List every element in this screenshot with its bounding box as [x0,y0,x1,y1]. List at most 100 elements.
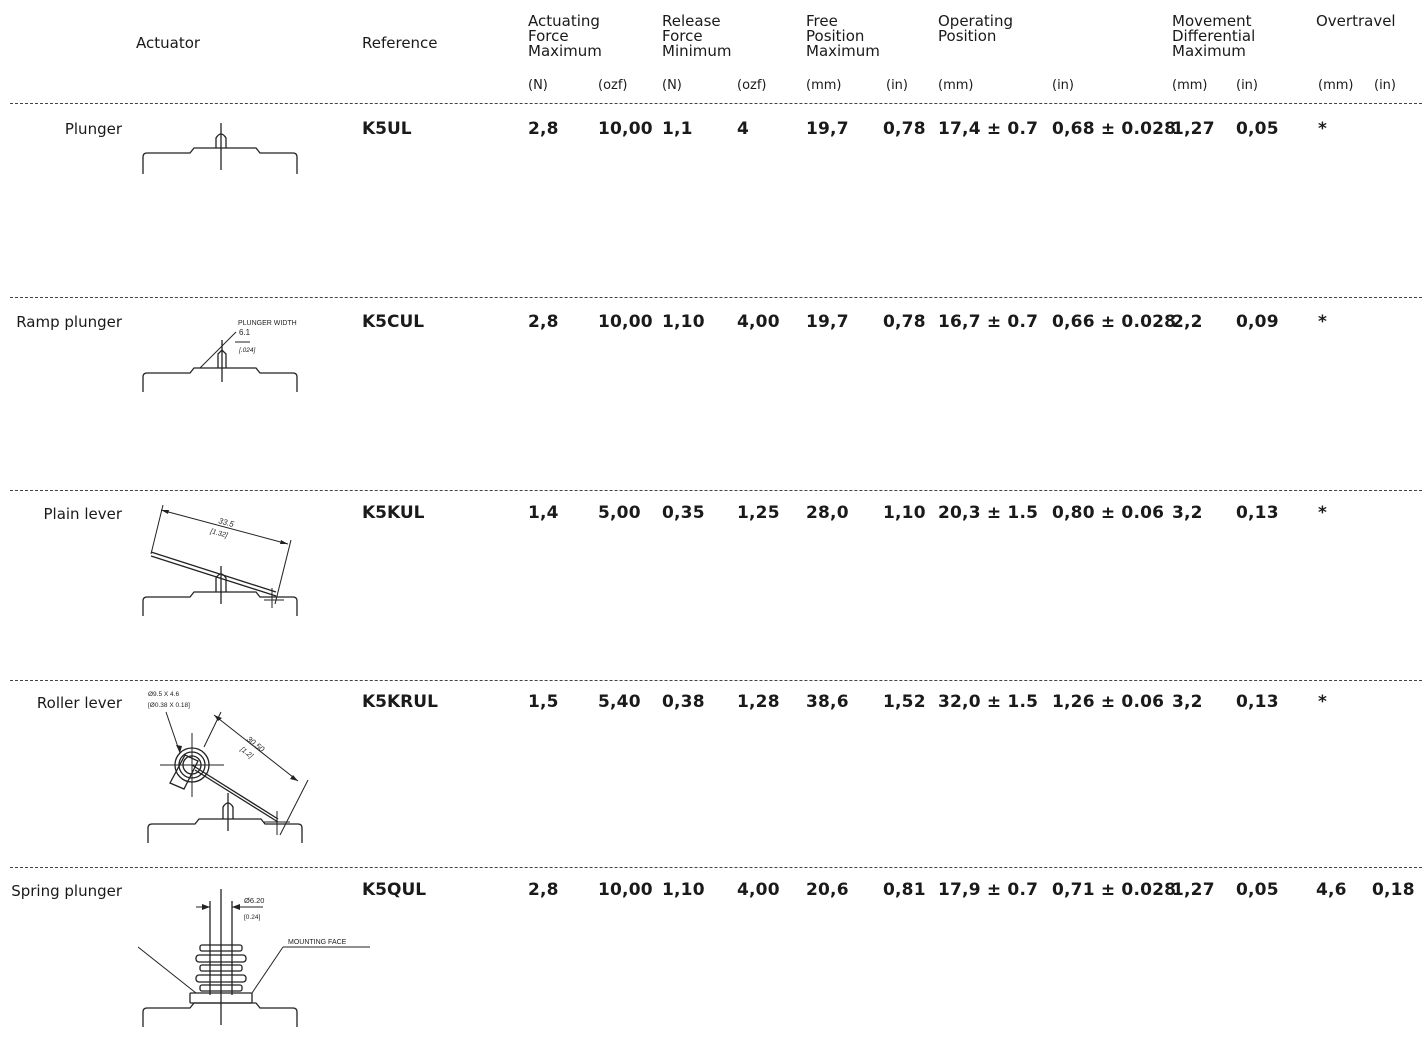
op-in: 0,66 ± 0.028 [1052,312,1177,332]
spring-dia: Ø6.20 [244,896,264,905]
rel-ozf: 4,00 [737,312,780,332]
lever-dim-in: [1.32] [209,528,230,540]
free-in: 0,78 [883,119,926,139]
md-mm: 1,27 [1172,119,1215,139]
ot-mm: * [1318,692,1328,712]
ramp-dim: 6.1 [239,328,251,337]
unit-act-ozf: (ozf) [598,78,628,93]
rel-n: 1,10 [662,312,705,332]
actuator-name: Roller lever [36,694,122,712]
md-in: 0,09 [1236,312,1279,332]
spring-dia-in: [0.24] [244,914,260,921]
lever-dim: 33.5 [217,516,235,529]
roller-lever-drawing: Ø9.5 X 4.6 [Ø0.38 X 0.18] 30.50 [1.2] [147,691,309,843]
act-ozf: 10,00 [598,880,653,900]
op-mm: 17,4 ± 0.7 [938,119,1039,139]
plain-lever-drawing: 33.5 [1.32] [142,504,298,616]
ot-mm: * [1318,312,1328,332]
free-mm: 19,7 [806,119,849,139]
act-n: 1,4 [528,503,559,523]
header-actuator: Actuator [136,34,201,52]
spring-plunger-drawing: Ø6.20 [0.24] MOUNTING FACE [138,889,370,1027]
rel-ozf: 4 [737,119,750,139]
ot-in: 0,18 [1372,880,1415,900]
act-n: 1,5 [528,692,559,712]
unit-md-mm: (mm) [1172,78,1208,93]
row-separator [10,490,1422,491]
rel-n: 0,38 [662,692,705,712]
op-mm: 17,9 ± 0.7 [938,880,1039,900]
ot-mm: * [1318,503,1328,523]
rel-ozf: 4,00 [737,880,780,900]
rel-ozf: 1,28 [737,692,780,712]
op-in: 1,26 ± 0.06 [1052,692,1165,712]
md-mm: 3,2 [1172,692,1203,712]
header-movement-differential: Movement Differential Maximum [1172,12,1256,60]
md-in: 0,13 [1236,503,1279,523]
free-in: 0,78 [883,312,926,332]
actuator-name: Ramp plunger [16,313,122,331]
act-ozf: 10,00 [598,119,653,139]
row-separator [10,680,1422,681]
act-n: 2,8 [528,312,559,332]
header-operating-position: Operating Position [938,12,1013,45]
reference-code: K5UL [362,119,412,139]
unit-rel-ozf: (ozf) [737,78,767,93]
rel-ozf: 1,25 [737,503,780,523]
op-in: 0,80 ± 0.06 [1052,503,1165,523]
actuator-name: Plunger [64,120,122,138]
unit-free-mm: (mm) [806,78,842,93]
reference-code: K5QUL [362,880,427,900]
ramp-dim-in: [.024] [238,347,255,354]
row-separator [10,297,1422,298]
reference-code: K5KRUL [362,692,438,712]
free-mm: 28,0 [806,503,849,523]
free-in: 1,52 [883,692,926,712]
header-actuating-force: Actuating Force Maximum [528,12,602,60]
act-n: 2,8 [528,880,559,900]
ramp-plunger-drawing: PLUNGER WIDTH 6.1 [.024] [142,320,298,392]
row-separator [10,103,1422,104]
rel-n: 1,10 [662,880,705,900]
op-in: 0,68 ± 0.028 [1052,119,1177,139]
ot-mm: * [1318,119,1328,139]
op-mm: 32,0 ± 1.5 [938,692,1039,712]
free-mm: 19,7 [806,312,849,332]
reference-code: K5KUL [362,503,425,523]
md-mm: 1,27 [1172,880,1215,900]
unit-free-in: (in) [886,78,908,93]
header-overtravel: Overtravel [1316,12,1396,30]
unit-md-in: (in) [1236,78,1258,93]
header-release-force: Release Force Minimum [662,12,732,60]
act-ozf: 5,40 [598,692,641,712]
free-in: 1,10 [883,503,926,523]
op-mm: 16,7 ± 0.7 [938,312,1039,332]
free-mm: 20,6 [806,880,849,900]
header-free-position: Free Position Maximum [806,12,880,60]
roller-dia: Ø9.5 X 4.6 [148,691,179,698]
unit-ot-mm: (mm) [1318,78,1354,93]
actuator-name: Plain lever [43,505,122,523]
op-mm: 20,3 ± 1.5 [938,503,1039,523]
act-ozf: 10,00 [598,312,653,332]
act-n: 2,8 [528,119,559,139]
act-ozf: 5,00 [598,503,641,523]
unit-rel-n: (N) [662,78,682,93]
row-separator [10,867,1422,868]
ramp-note: PLUNGER WIDTH [238,320,297,327]
unit-ot-in: (in) [1374,78,1396,93]
free-mm: 38,6 [806,692,849,712]
md-in: 0,13 [1236,692,1279,712]
reference-code: K5CUL [362,312,425,332]
mounting-face: MOUNTING FACE [288,939,347,946]
rel-n: 1,1 [662,119,693,139]
op-in: 0,71 ± 0.028 [1052,880,1177,900]
header-reference: Reference [362,34,438,52]
actuator-name: Spring plunger [11,882,122,900]
md-mm: 2,2 [1172,312,1203,332]
unit-op-mm: (mm) [938,78,974,93]
roller-dia-in: [Ø0.38 X 0.18] [148,702,190,709]
roller-dim-in: [1.2] [238,745,255,760]
free-in: 0,81 [883,880,926,900]
plunger-drawing [142,123,298,174]
